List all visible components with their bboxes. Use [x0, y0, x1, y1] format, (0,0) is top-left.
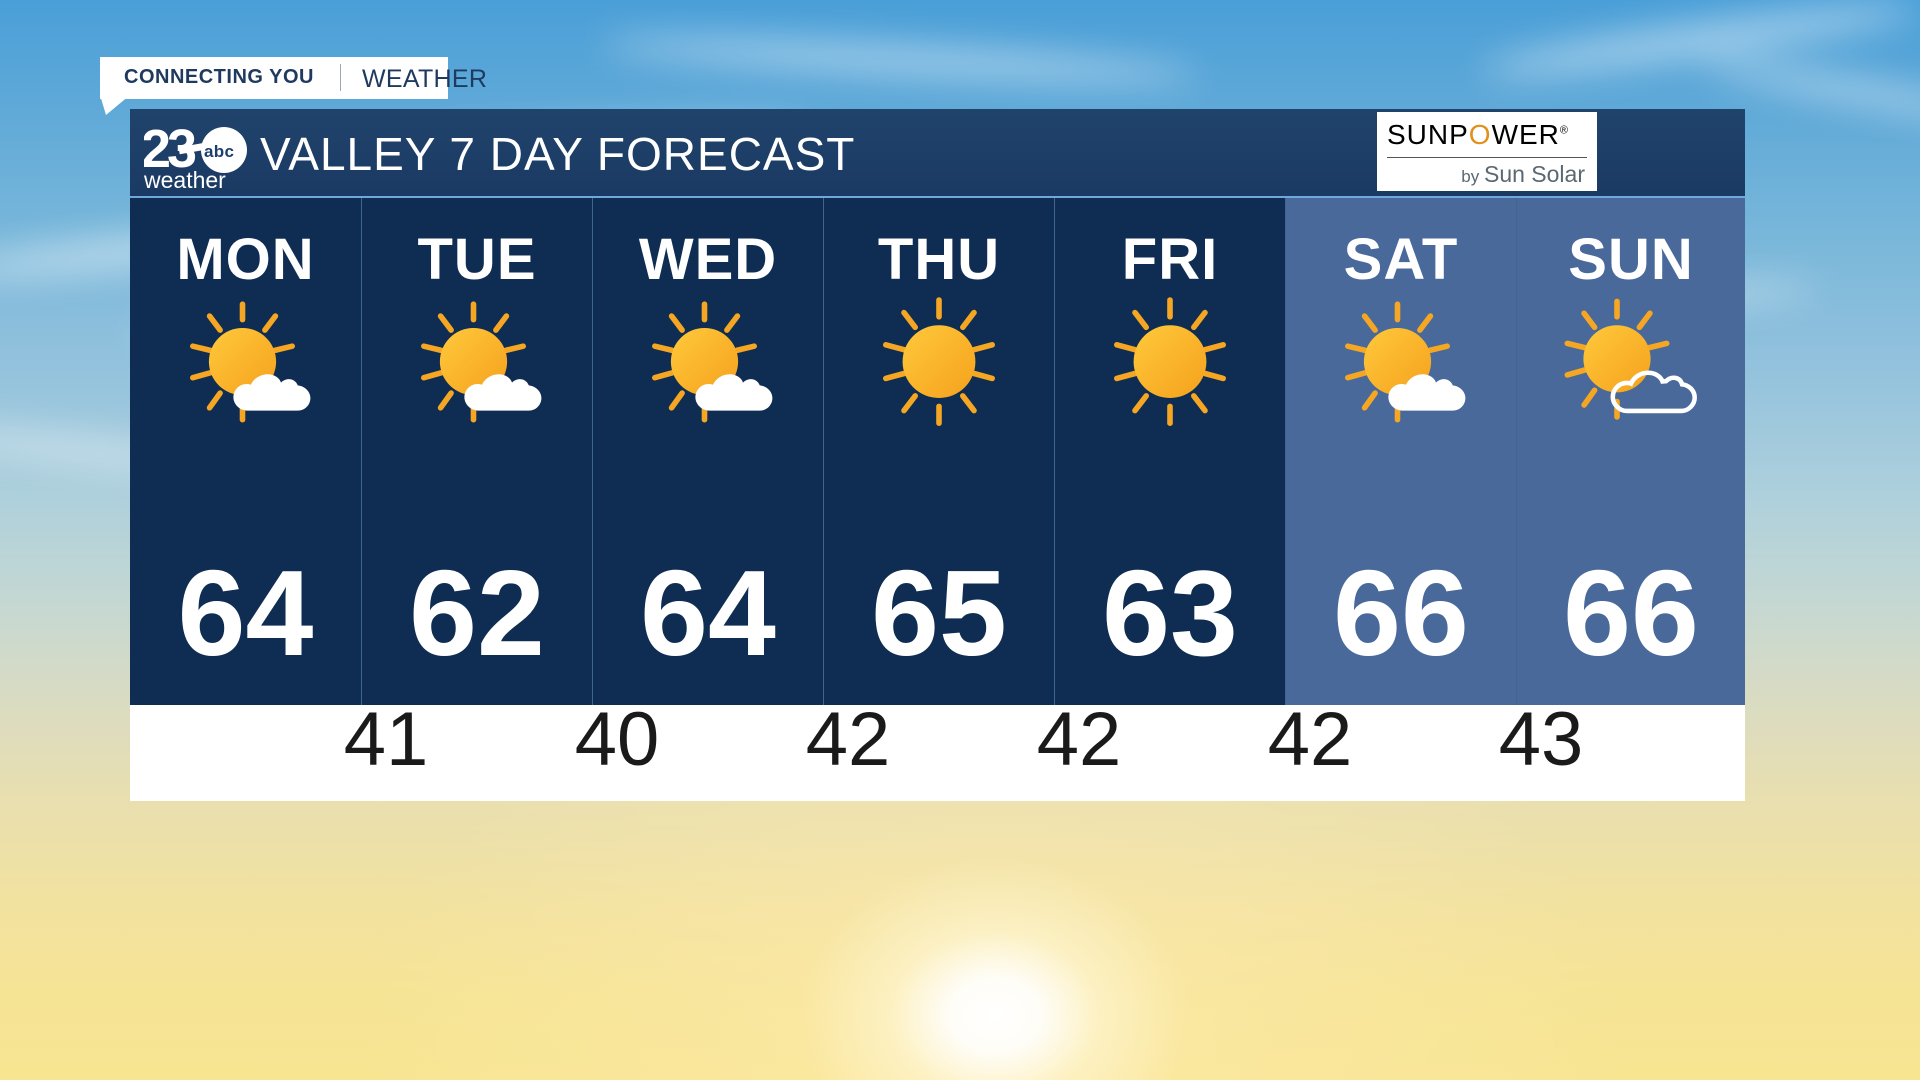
svg-text:abc: abc — [204, 142, 234, 161]
svg-text:weather: weather — [144, 167, 226, 191]
